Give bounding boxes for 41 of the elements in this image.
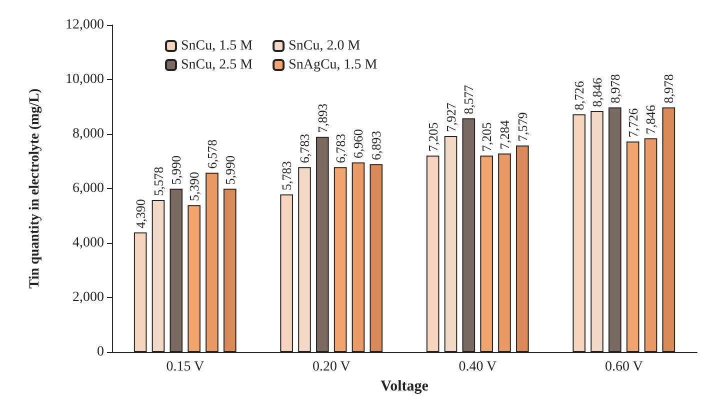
data-label: 8,726 bbox=[572, 80, 587, 110]
data-label: 5,990 bbox=[222, 156, 238, 185]
y-tick-label: 6,000 bbox=[72, 181, 104, 196]
data-label: 6,783 bbox=[332, 134, 348, 164]
data-label: 6,960 bbox=[350, 129, 366, 158]
y-axis-title: Tin quantity in electrolyte (mg/L) bbox=[28, 88, 42, 289]
y-tick-label: 0 bbox=[97, 344, 104, 360]
y-tick-label: 4,000 bbox=[72, 236, 104, 250]
data-label: 7,726 bbox=[625, 108, 640, 138]
x-tick-label: 0.40 V bbox=[458, 360, 497, 374]
data-label: 4,390 bbox=[132, 199, 148, 228]
data-label: 6,893 bbox=[368, 130, 384, 160]
legend-label: SnCu, 2.0 M bbox=[288, 38, 361, 54]
x-tick-label: 0.60 V bbox=[604, 360, 643, 374]
data-label: 8,846 bbox=[590, 77, 604, 107]
data-label: 6,783 bbox=[297, 134, 312, 164]
legend-label: SnAgCu, 1.5 M bbox=[288, 58, 378, 72]
data-label: 8,577 bbox=[461, 84, 476, 114]
y-tick-label: 2,000 bbox=[72, 290, 104, 305]
data-label: 5,578 bbox=[150, 166, 166, 196]
y-tick-label: 10,000 bbox=[66, 72, 104, 87]
data-label: 5,990 bbox=[168, 156, 184, 185]
legend-label: SnCu, 1.5 M bbox=[181, 38, 254, 54]
x-tick-label: 0.15 V bbox=[166, 360, 204, 374]
data-label: 7,205 bbox=[479, 122, 494, 152]
data-label: 7,927 bbox=[443, 102, 458, 132]
legend-label: SnCu, 2.5 M bbox=[181, 58, 254, 72]
data-label: 5,390 bbox=[186, 172, 202, 202]
data-label: 7,284 bbox=[497, 120, 512, 150]
y-tick-label: 12,000 bbox=[66, 18, 104, 32]
data-label: 5,783 bbox=[279, 161, 294, 190]
data-label: 6,578 bbox=[204, 140, 220, 169]
x-axis-title: Voltage bbox=[380, 378, 429, 394]
data-label: 8,978 bbox=[607, 74, 622, 104]
data-label: 7,893 bbox=[314, 104, 330, 133]
data-label: 7,205 bbox=[425, 122, 440, 152]
y-tick-label: 8,000 bbox=[72, 126, 104, 142]
data-label: 8,978 bbox=[661, 74, 676, 104]
data-label: 7,846 bbox=[643, 104, 658, 134]
x-tick-label: 0.20 V bbox=[312, 360, 350, 374]
data-label: 7,579 bbox=[514, 112, 530, 142]
